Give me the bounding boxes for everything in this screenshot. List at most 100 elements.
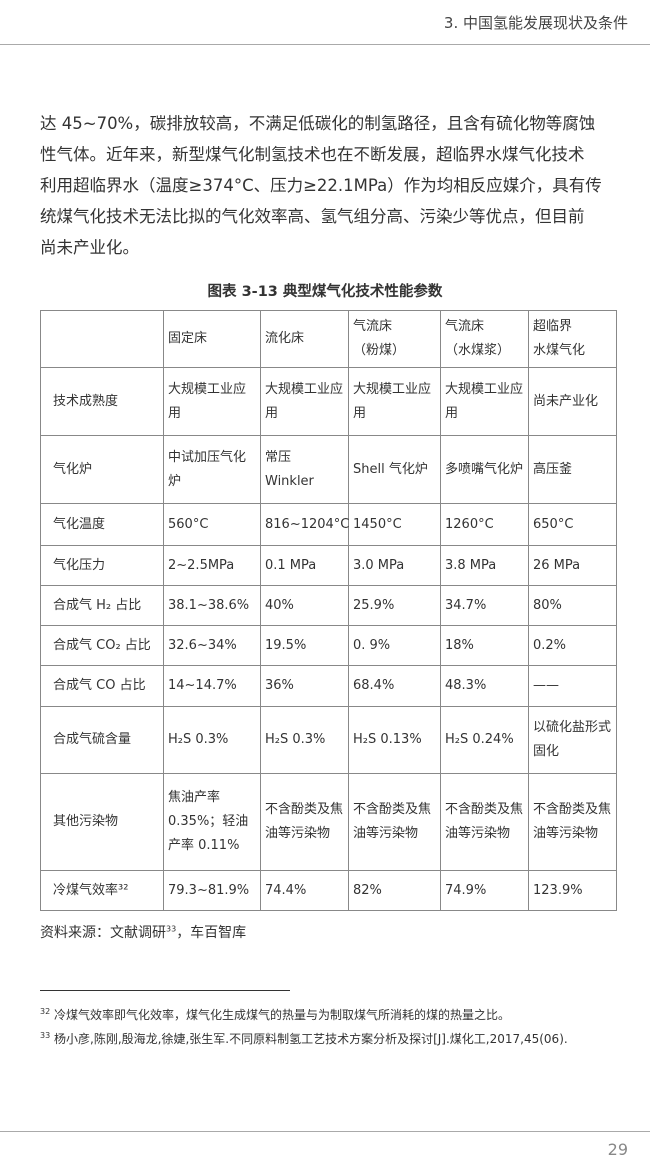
footnote: 32 冷煤气效率即气化效率，煤气化生成煤气的热量与为制取煤气所消耗的煤的热量之比… — [40, 1002, 600, 1025]
table-cell: 不含酚类及焦油等污染物 — [440, 773, 529, 871]
paragraph-line: 统煤气化技术无法比拟的气化效率高、氢气组分高、污染少等优点，但目前 — [40, 207, 585, 226]
table-row: 合成气 H₂ 占比 38.1~38.6% 40% 25.9% 34.7% 80% — [40, 585, 617, 626]
table-cell: H₂S 0.3% — [163, 706, 261, 774]
header-title: 3. 中国氢能发展现状及条件 — [443, 14, 628, 32]
table-row: 合成气硫含量 H₂S 0.3% H₂S 0.3% H₂S 0.13% H₂S 0.24%… — [40, 706, 617, 774]
row-label: 气化炉 — [40, 435, 164, 504]
table-cell: Shell 气化炉 — [348, 435, 441, 504]
page-number: 29 — [607, 1140, 628, 1159]
table-cell: 18% — [440, 625, 529, 666]
table-cell: 650°C — [528, 503, 617, 546]
table-row: 其他污染物 焦油产率 0.35%；轻油产率 0.11% 不含酚类及焦油等污染物 不含酚… — [40, 773, 617, 871]
table-cell: 40% — [260, 585, 349, 626]
table-cell: 1450°C — [348, 503, 441, 546]
paragraph: 达 45~70%，碳排放较高，不满足低碳化的制氢路径，且含有硫化物等腐蚀 性气体。… — [40, 108, 620, 263]
row-label: 冷煤气效率³² — [40, 870, 164, 911]
table-cell: —— — [528, 665, 617, 707]
table-cell: 25.9% — [348, 585, 441, 626]
table-row: 技术成熟度 大规模工业应用 大规模工业应用 大规模工业应用 大规模工业应用 尚未产业化 — [40, 367, 617, 436]
paragraph-line: 尚未产业化。 — [40, 238, 139, 257]
table-cell: 80% — [528, 585, 617, 626]
table-cell: 36% — [260, 665, 349, 707]
table-cell: 尚未产业化 — [528, 367, 617, 436]
footnote-mark: 32 — [40, 1007, 51, 1016]
table-cell: 79.3~81.9% — [163, 870, 261, 911]
table-cell: 19.5% — [260, 625, 349, 666]
footnote-ref: 33 — [166, 924, 177, 934]
footnote-text: 杨小彦,陈刚,殷海龙,徐婕,张生军.不同原料制氢工艺技术方案分析及探讨[J].煤… — [54, 1032, 568, 1046]
row-label: 合成气硫含量 — [40, 706, 164, 774]
table-row: 合成气 CO₂ 占比 32.6~34% 19.5% 0. 9% 18% 0.2% — [40, 625, 617, 666]
table-cell: 3.0 MPa — [348, 545, 441, 586]
table-cell: H₂S 0.24% — [440, 706, 529, 774]
row-label: 气化压力 — [40, 545, 164, 586]
table-cell: 32.6~34% — [163, 625, 261, 666]
table-cell: 38.1~38.6% — [163, 585, 261, 626]
table-cell: 82% — [348, 870, 441, 911]
table-cell: 不含酚类及焦油等污染物 — [528, 773, 617, 871]
header-rule — [0, 44, 650, 45]
table-cell: 大规模工业应用 — [163, 367, 261, 436]
footnote-text: 冷煤气效率即气化效率，煤气化生成煤气的热量与为制取煤气所消耗的煤的热量之比。 — [54, 1008, 511, 1022]
header-cell — [40, 310, 164, 368]
table-cell: 大规模工业应用 — [440, 367, 529, 436]
footnote: 33 杨小彦,陈刚,殷海龙,徐婕,张生军.不同原料制氢工艺技术方案分析及探讨[J… — [40, 1026, 600, 1049]
footnote-rule — [40, 990, 290, 991]
table-row: 气化压力 2~2.5MPa 0.1 MPa 3.0 MPa 3.8 MPa 26 MPa — [40, 545, 617, 586]
table-cell: 123.9% — [528, 870, 617, 911]
source-text: ，车百智库 — [176, 925, 247, 941]
footer-rule — [0, 1131, 650, 1132]
table-cell: 不含酚类及焦油等污染物 — [348, 773, 441, 871]
table-cell: 大规模工业应用 — [260, 367, 349, 436]
row-label: 合成气 CO 占比 — [40, 665, 164, 707]
table-row: 合成气 CO 占比 14~14.7% 36% 68.4% 48.3% —— — [40, 665, 617, 707]
table: 固定床 流化床 气流床 （粉煤） 气流床 （水煤浆） 超临界 水煤气化 技术成熟度 大规模工… — [40, 310, 617, 911]
header-row: 固定床 流化床 气流床 （粉煤） 气流床 （水煤浆） 超临界 水煤气化 — [40, 310, 617, 368]
row-label: 气化温度 — [40, 503, 164, 546]
paragraph-line: 利用超临界水（温度≥374°C、压力≥22.1MPa）作为均相反应媒介，具有传 — [40, 176, 602, 195]
source: 资料来源：文献调研33，车百智库 — [40, 922, 246, 942]
table-row: 气化温度 560°C 816~1204°C 1450°C 1260°C 650°C — [40, 503, 617, 546]
table-caption: 图表 3-13 典型煤气化技术性能参数 — [207, 284, 443, 300]
table-cell: 中试加压气化炉 — [163, 435, 261, 504]
table-cell: 不含酚类及焦油等污染物 — [260, 773, 349, 871]
source-text: 资料来源：文献调研 — [40, 925, 166, 941]
table-cell: 大规模工业应用 — [348, 367, 441, 436]
table-cell: 2~2.5MPa — [163, 545, 261, 586]
table-cell: 74.4% — [260, 870, 349, 911]
row-label: 合成气 CO₂ 占比 — [40, 625, 164, 666]
table-cell: 1260°C — [440, 503, 529, 546]
header-cell: 固定床 — [163, 310, 261, 368]
table-cell: 常压 Winkler — [260, 435, 349, 504]
row-label: 合成气 H₂ 占比 — [40, 585, 164, 626]
header-cell: 气流床 （水煤浆） — [440, 310, 529, 368]
row-label: 其他污染物 — [40, 773, 164, 871]
table-cell: 560°C — [163, 503, 261, 546]
table-row: 气化炉 中试加压气化炉 常压 Winkler Shell 气化炉 多喷嘴气化炉 高压釜 — [40, 435, 617, 504]
table-cell: 14~14.7% — [163, 665, 261, 707]
table-cell: 68.4% — [348, 665, 441, 707]
table-cell: 74.9% — [440, 870, 529, 911]
row-label: 技术成熟度 — [40, 367, 164, 436]
table-cell: H₂S 0.13% — [348, 706, 441, 774]
paragraph-line: 达 45~70%，碳排放较高，不满足低碳化的制氢路径，且含有硫化物等腐蚀 — [40, 114, 596, 133]
table-cell: 3.8 MPa — [440, 545, 529, 586]
table-cell: 34.7% — [440, 585, 529, 626]
table-cell: 816~1204°C — [260, 503, 349, 546]
table-cell: 多喷嘴气化炉 — [440, 435, 529, 504]
footnote-mark: 33 — [40, 1031, 51, 1040]
table-cell: 高压釜 — [528, 435, 617, 504]
table-cell: H₂S 0.3% — [260, 706, 349, 774]
header-cell: 流化床 — [260, 310, 349, 368]
table-cell: 26 MPa — [528, 545, 617, 586]
table-cell: 0. 9% — [348, 625, 441, 666]
header-cell: 气流床 （粉煤） — [348, 310, 441, 368]
header-cell: 超临界 水煤气化 — [528, 310, 617, 368]
table-cell: 0.1 MPa — [260, 545, 349, 586]
table-cell: 焦油产率 0.35%；轻油产率 0.11% — [163, 773, 261, 871]
table-cell: 0.2% — [528, 625, 617, 666]
table-cell: 48.3% — [440, 665, 529, 707]
paragraph-line: 性气体。近年来，新型煤气化制氢技术也在不断发展，超临界水煤气化技术 — [40, 145, 585, 164]
table-cell: 以硫化盐形式固化 — [528, 706, 617, 774]
